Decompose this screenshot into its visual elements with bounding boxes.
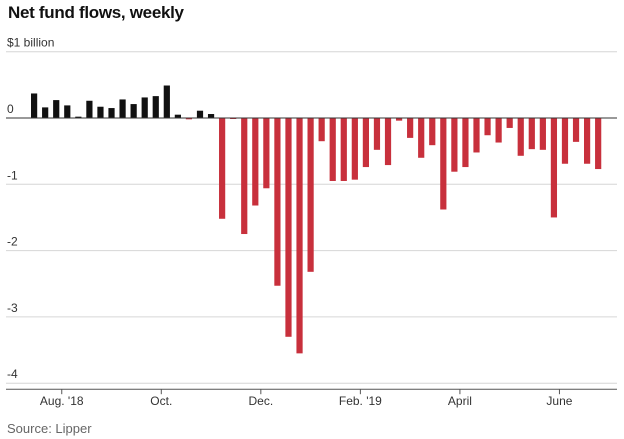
bar bbox=[384, 118, 392, 166]
bar bbox=[329, 118, 336, 181]
bar bbox=[97, 106, 104, 118]
bar bbox=[362, 118, 369, 168]
bar bbox=[506, 118, 513, 128]
bar bbox=[263, 118, 270, 189]
bar bbox=[373, 118, 381, 150]
bar bbox=[495, 118, 502, 143]
y-tick-label: -4 bbox=[7, 367, 18, 381]
bar bbox=[429, 118, 436, 146]
bar bbox=[340, 118, 347, 181]
bar bbox=[53, 100, 60, 118]
bar bbox=[207, 114, 215, 118]
bar bbox=[252, 118, 259, 206]
bar bbox=[451, 118, 458, 172]
bar bbox=[42, 107, 49, 118]
bar bbox=[141, 97, 148, 118]
bar bbox=[572, 118, 580, 142]
bar bbox=[119, 99, 126, 118]
bar bbox=[196, 110, 204, 118]
bar bbox=[418, 118, 425, 158]
bar bbox=[285, 118, 292, 337]
tick-labels: $1 billion 0 -1 -2 -3 -4 Aug. '18 Oct. Dec. Feb. … bbox=[7, 36, 573, 409]
bar bbox=[307, 118, 314, 272]
x-tick-label: Feb. '19 bbox=[339, 394, 382, 408]
bar bbox=[550, 118, 558, 218]
bar bbox=[528, 118, 535, 150]
bar bbox=[219, 118, 226, 219]
bar bbox=[440, 118, 447, 210]
y-tick-label: -3 bbox=[7, 301, 18, 315]
bar bbox=[31, 93, 38, 118]
bar bbox=[185, 118, 193, 120]
bar bbox=[561, 118, 569, 164]
bar bbox=[86, 100, 93, 118]
x-tick-label: June bbox=[546, 394, 572, 408]
bar bbox=[296, 118, 303, 354]
x-tick-label: April bbox=[448, 394, 472, 408]
y-tick-label: -1 bbox=[7, 168, 18, 182]
y-tick-label: 0 bbox=[7, 102, 14, 116]
bar bbox=[318, 118, 325, 142]
x-tick-label: Dec. bbox=[248, 394, 273, 408]
bar bbox=[108, 108, 115, 118]
bar bbox=[163, 85, 170, 118]
bar bbox=[462, 118, 469, 168]
bar bbox=[539, 118, 546, 150]
x-tick-label: Oct. bbox=[150, 394, 172, 408]
chart-title: Net fund flows, weekly bbox=[8, 3, 184, 22]
bar bbox=[130, 104, 137, 118]
bar bbox=[517, 118, 524, 156]
bar bbox=[407, 118, 414, 138]
bar bbox=[174, 114, 181, 118]
axes bbox=[6, 117, 617, 395]
bar bbox=[152, 96, 159, 118]
source-note: Source: Lipper bbox=[7, 421, 92, 436]
bar bbox=[584, 118, 591, 164]
x-tick-label: Aug. '18 bbox=[40, 394, 84, 408]
bar bbox=[484, 118, 491, 136]
bar bbox=[64, 105, 71, 118]
bar bbox=[473, 118, 480, 153]
bar bbox=[595, 118, 602, 170]
bar bbox=[351, 118, 358, 180]
bar bbox=[274, 118, 281, 286]
bar-chart: $1 billion 0 -1 -2 -3 -4 Aug. '18 Oct. Dec. Feb. … bbox=[6, 36, 617, 409]
bar bbox=[75, 116, 82, 118]
bars bbox=[31, 85, 602, 354]
y-tick-label: $1 billion bbox=[7, 36, 54, 50]
bar bbox=[241, 118, 248, 235]
y-tick-label: -2 bbox=[7, 235, 18, 249]
bar bbox=[395, 118, 403, 121]
